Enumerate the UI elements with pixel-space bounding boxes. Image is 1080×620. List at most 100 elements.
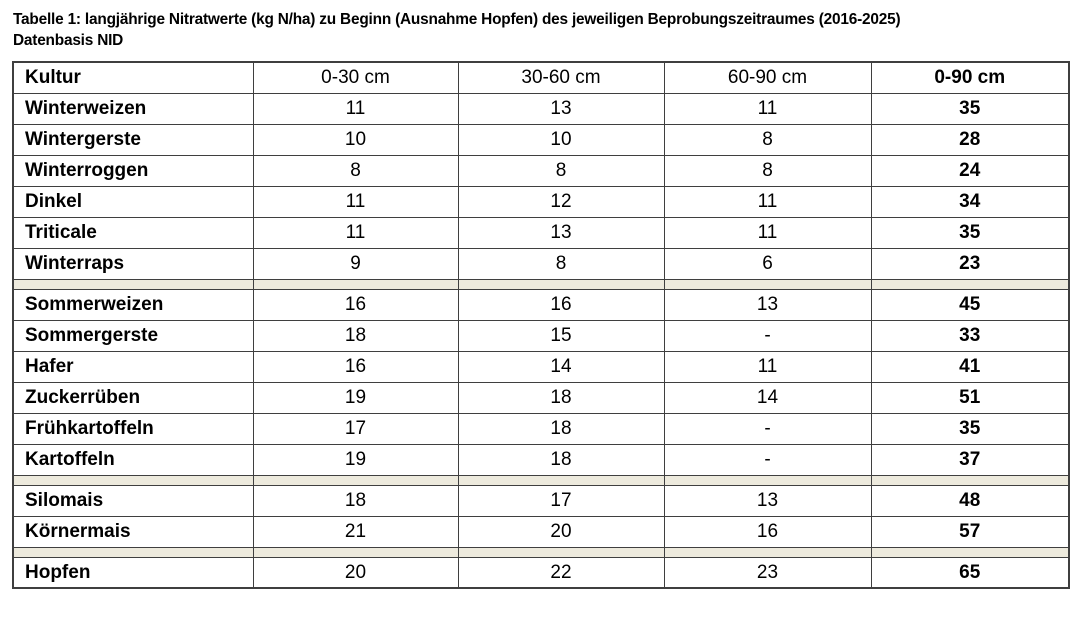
caption-line-2: Datenbasis NID [13, 32, 124, 49]
section-separator-row [12, 546, 1070, 558]
value-cell: 16 [252, 288, 459, 321]
header-30-60: 30-60 cm [457, 61, 665, 94]
kultur-cell: Winterweizen [12, 92, 254, 125]
value-cell: 17 [457, 484, 665, 517]
table-row: Sommerweizen 16 16 13 45 [12, 288, 1070, 321]
value-cell: 12 [457, 185, 665, 218]
table-row: Sommergerste 18 15-33 [12, 319, 1070, 352]
table-row: Hopfen 20 22 23 65 [12, 556, 1070, 589]
kultur-cell: Triticale [12, 216, 254, 249]
table-row: Winterweizen 11 13 11 35 [12, 92, 1070, 125]
value-cell: 65 [870, 556, 1070, 589]
table-row: Hafer 16 14 11 41 [12, 350, 1070, 383]
header-0-30: 0-30 cm [252, 61, 459, 94]
header-60-90: 60-90 cm [663, 61, 872, 94]
kultur-cell: Körnermais [12, 515, 254, 548]
value-cell: 10 [457, 123, 665, 156]
kultur-cell: Sommergerste [12, 319, 254, 352]
value-cell: 11 [252, 216, 459, 249]
value-cell: 48 [870, 484, 1070, 517]
header-kultur: Kultur [12, 61, 254, 94]
value-cell: 9 [252, 247, 459, 280]
separator-cell [870, 278, 1070, 290]
value-cell: 13 [663, 484, 872, 517]
nitrate-values-table: Kultur 0-30 cm 30-60 cm 60-90 cm 0-90 cm… [12, 61, 1070, 589]
kultur-cell: Dinkel [12, 185, 254, 218]
separator-cell [457, 546, 665, 558]
table-body: Winterweizen 11 13 11 35 Wintergerste 10 10 8 28 W… [12, 92, 1070, 589]
separator-cell [252, 546, 459, 558]
table-row: Winterroggen 8 8 8 24 [12, 154, 1070, 187]
value-cell: 11 [663, 185, 872, 218]
value-cell: 23 [870, 247, 1070, 280]
value-cell: 8 [663, 123, 872, 156]
kultur-cell: Kartoffeln [12, 443, 254, 476]
header-0-90: 0-90 cm [870, 61, 1070, 94]
value-cell: 18 [252, 319, 459, 352]
kultur-cell: Winterroggen [12, 154, 254, 187]
value-cell: 11 [663, 216, 872, 249]
value-cell: 24 [870, 154, 1070, 187]
value-cell: 8 [663, 154, 872, 187]
table-header-row: Kultur 0-30 cm 30-60 cm 60-90 cm 0-90 cm [12, 61, 1070, 94]
value-cell: 16 [252, 350, 459, 383]
value-cell: 35 [870, 216, 1070, 249]
value-cell: 57 [870, 515, 1070, 548]
kultur-cell: Wintergerste [12, 123, 254, 156]
value-cell: 13 [457, 216, 665, 249]
value-cell: 6 [663, 247, 872, 280]
table-row: Silomais 18 17 13 48 [12, 484, 1070, 517]
separator-cell [870, 474, 1070, 486]
kultur-cell: Hopfen [12, 556, 254, 589]
value-cell: 19 [252, 381, 459, 414]
separator-cell [663, 278, 872, 290]
value-cell: 33 [870, 319, 1070, 352]
value-cell: 11 [663, 92, 872, 125]
value-cell: 37 [870, 443, 1070, 476]
value-cell: 28 [870, 123, 1070, 156]
value-cell: 35 [870, 92, 1070, 125]
value-cell: 23 [663, 556, 872, 589]
separator-cell [252, 278, 459, 290]
value-cell: 13 [457, 92, 665, 125]
kultur-cell: Frühkartoffeln [12, 412, 254, 445]
value-cell: 8 [252, 154, 459, 187]
value-cell: 41 [870, 350, 1070, 383]
value-cell: 19 [252, 443, 459, 476]
value-cell: 8 [457, 154, 665, 187]
value-cell: 11 [252, 185, 459, 218]
value-cell: 16 [663, 515, 872, 548]
value-cell: 21 [252, 515, 459, 548]
value-cell: 10 [252, 123, 459, 156]
value-cell: - [663, 412, 872, 445]
value-cell: 8 [457, 247, 665, 280]
value-cell: 18 [457, 381, 665, 414]
value-cell: 13 [663, 288, 872, 321]
section-separator-row [12, 278, 1070, 290]
table-row: Körnermais 21 20 16 57 [12, 515, 1070, 548]
value-cell: 17 [252, 412, 459, 445]
value-cell: 16 [457, 288, 665, 321]
table-row: Dinkel 11 12 11 34 [12, 185, 1070, 218]
table-row: Frühkartoffeln 17 18-35 [12, 412, 1070, 445]
value-cell: 11 [252, 92, 459, 125]
value-cell: - [663, 443, 872, 476]
table-row: Kartoffeln 19 18-37 [12, 443, 1070, 476]
table-row: Wintergerste 10 10 8 28 [12, 123, 1070, 156]
table-row: Zuckerrüben 19 18 14 51 [12, 381, 1070, 414]
separator-cell [457, 278, 665, 290]
value-cell: 35 [870, 412, 1070, 445]
value-cell: 14 [663, 381, 872, 414]
kultur-cell: Hafer [12, 350, 254, 383]
separator-cell [663, 546, 872, 558]
kultur-cell: Silomais [12, 484, 254, 517]
kultur-cell: Winterraps [12, 247, 254, 280]
table-row: Triticale 11 13 11 35 [12, 216, 1070, 249]
value-cell: 20 [457, 515, 665, 548]
value-cell: 45 [870, 288, 1070, 321]
caption-line-1: Tabelle 1: langjährige Nitratwerte (kg N… [13, 11, 901, 28]
separator-cell [12, 474, 254, 486]
section-separator-row [12, 474, 1070, 486]
value-cell: 15 [457, 319, 665, 352]
